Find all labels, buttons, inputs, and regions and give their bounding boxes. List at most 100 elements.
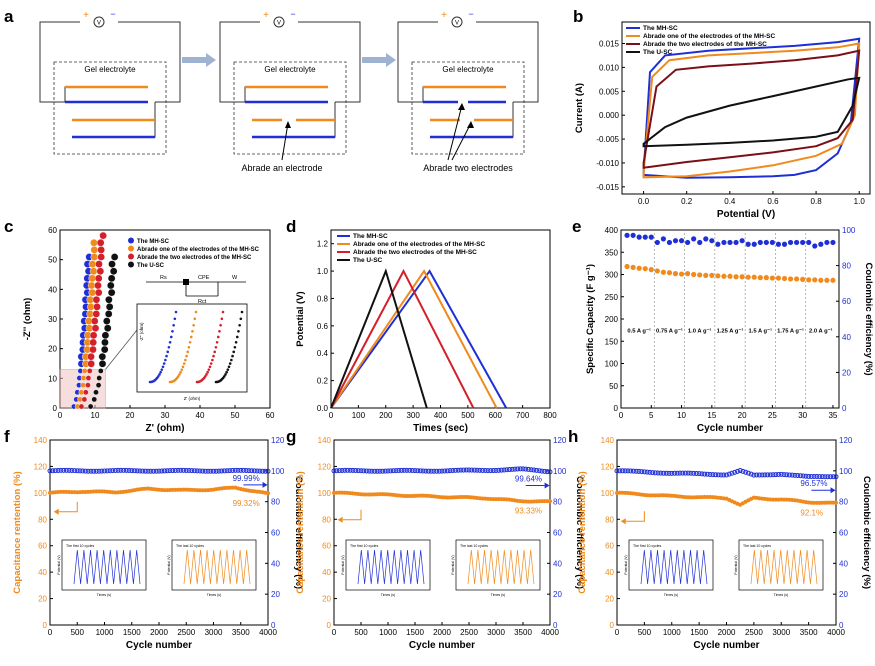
gcd-curve-2: [330, 269, 498, 409]
inset-y-label: Potential (V): [167, 555, 171, 574]
y-tick-label: 80: [38, 515, 47, 524]
data-point: [691, 236, 697, 242]
data-point: [469, 467, 475, 473]
y-tick-label: 0: [43, 621, 48, 630]
data-point: [789, 472, 795, 478]
legend-swatch: [128, 261, 134, 268]
legend-entry: The U-SC: [137, 263, 165, 269]
data-point: [663, 470, 669, 476]
inset-first-cycles: The first 10 cycles Times (s) Potential (V…: [57, 539, 147, 597]
data-point: [334, 468, 340, 474]
data-point: [380, 468, 386, 474]
data-point: [331, 468, 337, 474]
data-point: [733, 274, 739, 280]
data-point: [786, 472, 792, 478]
data-point: [385, 468, 391, 474]
data-point: [224, 373, 227, 376]
inset-y-label: Potential (V): [734, 555, 738, 574]
data-point: [237, 329, 240, 333]
data-point: [91, 468, 97, 474]
legend-entry: Abrade the two electrodes of the MH-SC: [353, 249, 477, 256]
panel-label: h: [568, 427, 578, 446]
data-point: [167, 345, 171, 349]
data-point: [85, 375, 92, 381]
retention-series: [48, 485, 270, 496]
panel-f-cycling-chart: 0 500 1000 1500 2000 2500 3000 3500 400002040608…: [4, 427, 304, 651]
data-point: [220, 317, 224, 321]
data-point: [97, 253, 105, 261]
arrow-right-icon: [544, 482, 550, 489]
data-point: [501, 467, 507, 473]
x-tick-label: 3500: [232, 628, 250, 637]
data-point: [762, 472, 768, 478]
x-tick-label: 500: [354, 628, 368, 637]
data-point: [168, 341, 172, 344]
inset-y-label: Potential (V): [624, 555, 628, 574]
data-point: [776, 472, 782, 478]
data-point: [650, 470, 656, 476]
data-point: [172, 323, 175, 327]
y-tick-label: 20: [322, 595, 331, 604]
legend-entry: The MH-SC: [353, 233, 388, 240]
y-tick-label: 120: [318, 462, 332, 471]
data-point: [153, 468, 159, 474]
data-point: [715, 241, 721, 247]
x-tick-label: 30: [798, 411, 807, 420]
data-point: [507, 467, 512, 473]
data-point: [107, 468, 113, 474]
inset-first-cycles: The first 10 cycles Times (s) Potential (V…: [341, 539, 431, 597]
rate-label: 0.75 A g⁻¹: [656, 327, 683, 334]
data-point: [234, 341, 238, 344]
y-tick-label: 1.0: [317, 267, 329, 276]
data-point: [625, 468, 631, 474]
x-tick-label: 100: [352, 411, 366, 420]
x-tick-label: 300: [406, 411, 420, 420]
x-axis-label: Times (sec): [413, 423, 468, 434]
data-point: [409, 467, 415, 473]
y2-tick-label: 0: [842, 404, 847, 413]
data-point: [193, 317, 197, 321]
inset-last-cycles: The last 10 cycles Times (s) Potential (V): [167, 539, 257, 597]
data-point: [170, 468, 176, 474]
data-point: [266, 491, 270, 496]
data-point: [792, 472, 798, 478]
data-point: [757, 275, 763, 281]
data-point: [88, 468, 94, 474]
panel-e-rate-chart: 0 5 10 15 20 25 30 35050100150200250300350400Cy…: [572, 217, 874, 434]
data-point: [693, 470, 699, 476]
data-point: [461, 467, 467, 473]
data-point: [121, 467, 127, 473]
data-point: [751, 274, 757, 280]
data-point: [238, 323, 241, 327]
efficiency-series: [47, 467, 271, 474]
data-point: [74, 468, 80, 474]
data-point: [814, 474, 820, 480]
data-point: [243, 467, 249, 473]
data-point: [85, 382, 91, 388]
inset-title: The first 10 cycles: [66, 544, 94, 548]
data-point: [342, 467, 348, 473]
data-point: [650, 493, 655, 498]
data-point: [134, 468, 140, 474]
data-point: [347, 467, 353, 473]
panel-b-cv-chart: 0.0 0.2 0.4 0.6 0.8 1.0 -0.015 -0.010 -0.005 0.00…: [573, 7, 871, 220]
inset-title: The last 10 cycles: [176, 544, 204, 548]
legend-entry: The MH-SC: [643, 25, 678, 32]
data-point: [745, 274, 751, 280]
data-point: [230, 358, 233, 362]
x-tick-label: 40: [196, 411, 205, 420]
data-point: [824, 277, 830, 283]
data-point: [164, 358, 167, 362]
data-point: [377, 468, 383, 474]
data-point: [704, 471, 710, 477]
data-point: [482, 468, 488, 474]
data-point: [691, 470, 697, 476]
data-point: [655, 470, 661, 476]
data-point: [824, 239, 830, 246]
y-tick-label: 20: [48, 345, 57, 354]
y2-tick-label: 60: [553, 529, 562, 538]
data-point: [96, 375, 102, 381]
data-point: [211, 468, 216, 474]
data-point: [55, 467, 61, 473]
data-point: [763, 239, 769, 246]
